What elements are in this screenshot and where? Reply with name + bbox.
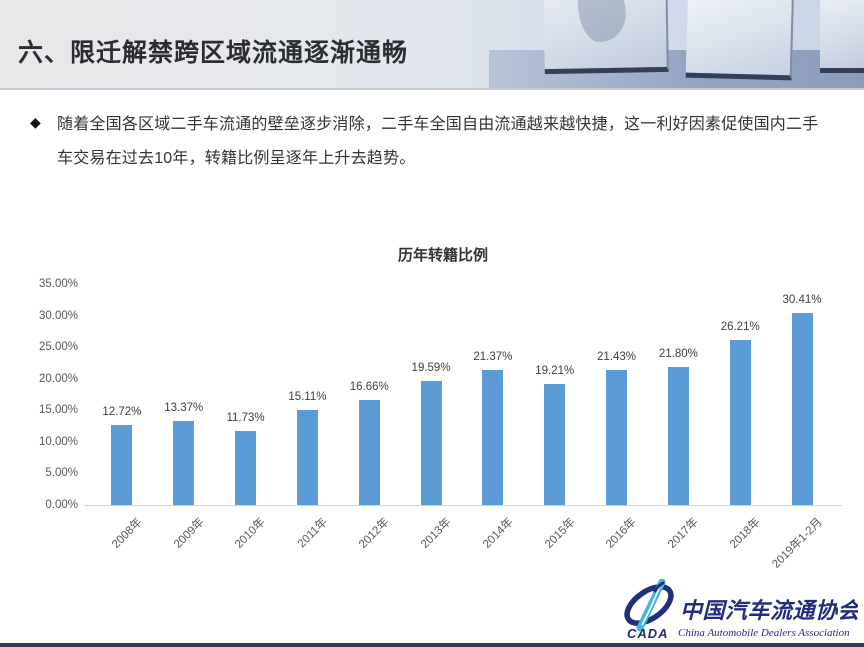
header-band: 六、限迁解禁跨区域流通逐渐通畅 — [0, 0, 864, 90]
bar — [420, 381, 442, 505]
bar-value-label: 16.66% — [349, 380, 389, 393]
y-axis: 0.00% 5.00% 10.00% 15.00% 20.00% 25.00% 30.00%… — [16, 278, 78, 511]
bar — [606, 369, 628, 505]
bar — [482, 370, 504, 505]
bar — [296, 409, 318, 505]
bar — [111, 424, 133, 505]
x-category-label: 2010年 — [233, 516, 269, 551]
bar-slot: 19.59% 2013年 — [400, 284, 462, 551]
map-texture — [577, 0, 627, 43]
bar — [173, 420, 195, 505]
bar-value-label: 19.21% — [535, 364, 575, 377]
bar-value-label: 21.37% — [473, 351, 513, 364]
bar-slot: 30.41% 2019年1-2月 — [770, 284, 833, 571]
x-category-label: 2014年 — [480, 516, 516, 551]
cada-logo: CADA 中国汽车流通协会 China Automobile Dealers A… — [624, 579, 858, 641]
bar — [667, 367, 689, 505]
bar — [235, 430, 257, 505]
chart-title: 历年转籍比例 — [397, 247, 488, 264]
y-tick-label: 10.00% — [38, 435, 78, 448]
bar-slot: 13.37% 2009年 — [153, 284, 215, 551]
bar-slot: 11.73% 2010年 — [215, 284, 277, 551]
bar — [544, 383, 566, 505]
bar-slot: 19.21% 2015年 — [524, 284, 586, 551]
bar-slot: 21.37% 2014年 — [462, 284, 524, 551]
bar-slot: 16.66% 2012年 — [338, 284, 400, 551]
y-tick-label: 20.00% — [38, 372, 78, 385]
cada-logo-mark — [624, 579, 674, 632]
logo-name-cn: 中国汽车流通协会 — [680, 598, 858, 623]
diamond-bullet-icon: ◆ — [30, 114, 41, 130]
bar-value-label: 15.11% — [288, 390, 327, 403]
bar-slot: 21.43% 2016年 — [586, 284, 648, 551]
bar-slot: 26.21% 2018年 — [709, 284, 771, 551]
y-tick-label: 30.00% — [38, 309, 78, 322]
logo-acronym: CADA — [627, 626, 669, 641]
header-decoration-cubes — [489, 0, 864, 88]
y-tick-label: 25.00% — [38, 341, 78, 354]
x-category-label: 2012年 — [357, 516, 392, 551]
x-axis-line — [84, 505, 842, 506]
bar-value-label: 13.37% — [164, 401, 204, 414]
x-category-label: 2016年 — [604, 516, 640, 551]
x-category-label: 2017年 — [666, 516, 701, 551]
cube-graphic — [685, 0, 795, 81]
x-category-label: 2015年 — [542, 516, 578, 551]
x-category-label: 2009年 — [171, 516, 207, 551]
bar-value-label: 30.41% — [782, 293, 822, 306]
x-category-label: 2011年 — [295, 516, 331, 551]
y-tick-label: 0.00% — [45, 499, 78, 511]
bar — [358, 399, 380, 505]
bar — [791, 312, 813, 505]
x-category-label: 2018年 — [728, 516, 763, 551]
bar-value-label: 11.73% — [226, 411, 265, 424]
bar-value-label: 26.21% — [720, 320, 760, 333]
logo-name-en: China Automobile Dealers Association — [678, 627, 850, 639]
bar-slot: 15.11% 2011年 — [276, 284, 338, 551]
y-tick-label: 15.00% — [38, 404, 78, 417]
x-category-label: 2013年 — [418, 516, 454, 551]
slide-title: 六、限迁解禁跨区域流通逐渐通畅 — [18, 39, 409, 67]
cube-graphic — [543, 0, 669, 75]
x-category-label: 2008年 — [109, 516, 145, 551]
cube-graphic — [820, 0, 864, 73]
x-category-label: 2019年1-2月 — [770, 516, 825, 571]
bar-slot: 12.72% 2008年 — [91, 284, 153, 551]
bar-slot: 21.80% 2017年 — [647, 284, 709, 550]
bar-value-label: 12.72% — [102, 405, 142, 418]
bar-value-label: 21.80% — [658, 348, 698, 361]
bar-plot: 12.72% 2008年 13.37% 2009年 11.73% 2010年 15.11% 2… — [91, 284, 833, 571]
bar-value-label: 21.43% — [597, 350, 637, 363]
bottom-divider — [0, 643, 864, 647]
bar-value-label: 19.59% — [411, 362, 451, 375]
y-tick-label: 35.00% — [38, 278, 78, 290]
y-tick-label: 5.00% — [45, 467, 78, 480]
paragraph-text: 随着全国各区域二手车流通的壁垒逐步消除，二手车全国自由流通越来越快捷，这一利好因… — [57, 116, 819, 167]
bullet-paragraph: ◆ 随着全国各区域二手车流通的壁垒逐步消除，二手车全国自由流通越来越快捷，这一利… — [30, 108, 830, 176]
bar — [729, 339, 751, 505]
